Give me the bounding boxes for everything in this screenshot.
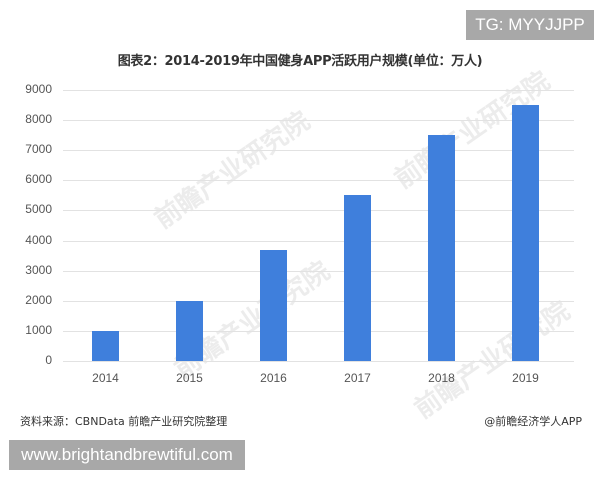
y-tick-label: 3000 bbox=[25, 262, 52, 277]
bar-2019 bbox=[512, 105, 539, 361]
source-note: 资料来源：CBNData 前瞻产业研究院整理 bbox=[20, 415, 228, 428]
y-tick-label: 8000 bbox=[25, 112, 52, 127]
x-tick-label: 2016 bbox=[260, 371, 287, 385]
gridline bbox=[63, 150, 574, 152]
gridline bbox=[63, 330, 574, 332]
bar-2016 bbox=[260, 249, 287, 361]
x-tick-label: 2014 bbox=[92, 371, 119, 385]
y-tick-label: 1000 bbox=[25, 322, 52, 337]
gridline bbox=[63, 240, 574, 242]
y-tick-label: 7000 bbox=[25, 142, 52, 157]
url-watermark-badge: www.brightandbrewtiful.com bbox=[9, 440, 245, 470]
gridline bbox=[63, 120, 574, 122]
y-tick-label: 9000 bbox=[25, 82, 52, 96]
credit-note: @前瞻经济学人APP bbox=[484, 415, 582, 428]
y-tick-label: 5000 bbox=[25, 202, 52, 217]
gridline bbox=[63, 180, 574, 182]
plot-area bbox=[63, 90, 574, 362]
y-tick-label: 4000 bbox=[25, 232, 52, 247]
gridline bbox=[63, 361, 574, 362]
y-tick-label: 6000 bbox=[25, 172, 52, 187]
x-tick-label: 2019 bbox=[512, 371, 539, 385]
gridline bbox=[63, 270, 574, 272]
x-tick-label: 2015 bbox=[176, 371, 203, 385]
gridline bbox=[63, 210, 574, 212]
gridline bbox=[63, 90, 574, 91]
x-tick-label: 2018 bbox=[428, 371, 455, 385]
y-tick-label: 2000 bbox=[25, 292, 52, 307]
bar-2015 bbox=[176, 300, 203, 361]
bar-2017 bbox=[344, 195, 371, 361]
y-tick-label: 0 bbox=[45, 353, 52, 367]
bar-2018 bbox=[428, 135, 455, 361]
bar-2014 bbox=[92, 330, 119, 361]
x-tick-label: 2017 bbox=[344, 371, 371, 385]
chart-title: 图表2：2014-2019年中国健身APP活跃用户规模(单位：万人) bbox=[117, 54, 483, 69]
gridline bbox=[63, 300, 574, 302]
tg-watermark-badge: TG: MYYJJPP bbox=[466, 10, 594, 40]
